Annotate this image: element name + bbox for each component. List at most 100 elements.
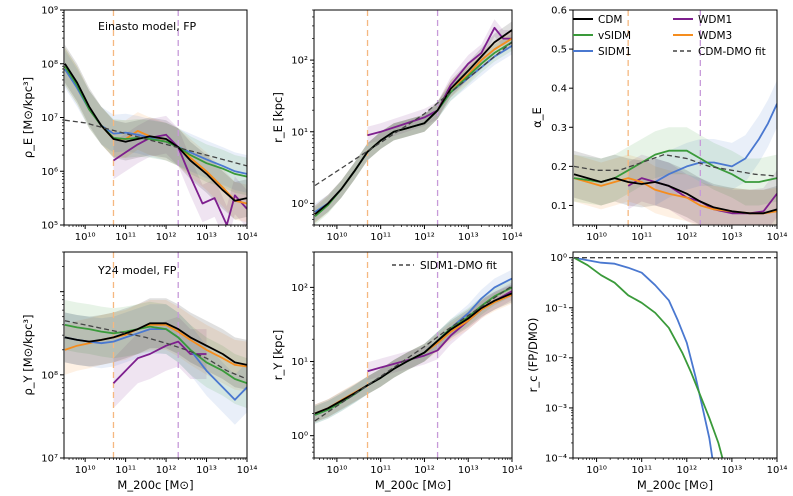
rhoy-xtick-label: 10¹¹ <box>115 465 136 476</box>
re-line-wdm1 <box>367 26 512 137</box>
rhoe-line-cdm <box>64 63 247 202</box>
legend-label-vsidm: vSIDM <box>598 30 631 42</box>
rhoe-xtick-label: 10¹¹ <box>115 232 136 243</box>
re-line-cdm <box>314 29 512 215</box>
rc-ylabel: r_c (FP/DMO) <box>526 318 540 393</box>
panel-r-e: 10¹⁰ 10¹¹ 10¹² 10¹³ 10¹⁴ 10⁰ 10¹ 10² r_E [kpc] <box>271 9 522 243</box>
rhoe-band-vsidm <box>64 47 247 196</box>
ry-band-sidm1 <box>315 269 512 424</box>
rhoe-ylabel: ρ_E [M⊙/kpc³] <box>21 77 35 158</box>
legend-top-right: CDM vSIDM SIDM1 WDM1 WDM3 CDM-DMO fit <box>573 14 766 58</box>
re-ytick-label: 10⁰ <box>291 199 308 210</box>
rc-ytick-label: 10⁻¹ <box>545 303 567 314</box>
rhoy-line-wdm1 <box>112 340 207 384</box>
rhoy-line-vsidm <box>64 324 247 385</box>
ry-xtick-label: 10¹³ <box>458 465 479 476</box>
rc-ytick-label: 10⁻³ <box>545 403 567 414</box>
re-line-cdm-dmo-fit <box>314 41 512 187</box>
panel-r-c: 10¹⁰ 10¹¹ 10¹² 10¹³ 10¹⁴ 10⁻⁴ 10⁻³ 10⁻² 10⁻¹ 10⁰ r… <box>526 251 788 492</box>
alphae-line-cdm-dmo-fit <box>573 153 777 177</box>
rhoy-line-cdm <box>64 322 247 366</box>
re-ytick-label: 10² <box>291 56 308 67</box>
rc-ytick-label: 10⁻² <box>545 353 567 364</box>
alphae-line-cdm <box>573 173 777 215</box>
annotation-y24: Y24 model, FP <box>97 264 177 277</box>
panel-r-y: 10¹⁰ 10¹¹ 10¹² 10¹³ 10¹⁴ 10⁰ 10¹ 10² r_Y [kpc] M_… <box>271 251 523 492</box>
rhoy-plot-area <box>64 252 247 458</box>
legend-mid-center: SIDM1-DMO fit <box>392 260 497 272</box>
rhoy-xtick-label: 10¹⁰ <box>75 465 96 476</box>
rhoy-ylabel: ρ_Y [M⊙/kpc³] <box>21 314 35 395</box>
rhoy-ytick-label: 10⁸ <box>41 370 58 381</box>
alphae-band-vsidm <box>574 127 777 206</box>
rc-xtick-label: 10¹³ <box>722 465 743 476</box>
re-xtick-label: 10¹¹ <box>370 232 391 243</box>
rhoe-line-wdm1 <box>112 133 247 225</box>
rc-xtick-label: 10¹⁰ <box>586 465 607 476</box>
rhoy-xtick-label: 10¹² <box>156 465 177 476</box>
rc-xlabel: M_200c [M⊙] <box>637 478 713 492</box>
re-plot-area <box>314 10 512 225</box>
alphae-ylabel: α_E <box>530 107 544 128</box>
rc-axes-frame <box>572 251 778 459</box>
re-ylabel: r_E [kpc] <box>271 92 285 143</box>
alphae-ytick-label: 0.1 <box>551 201 567 212</box>
ry-axes-frame <box>313 251 513 459</box>
rhoe-ytick-label: 10⁷ <box>41 113 58 124</box>
rhoe-line-cdm-dmo-fit <box>64 119 247 167</box>
rc-xtick-label: 10¹² <box>676 465 697 476</box>
panel-rho-e: 10¹⁰ 10¹¹ 10¹² 10¹³ 10¹⁴ 10⁵ 10⁶ 10⁷ 10⁸ 10⁹ ρ_E [… <box>21 6 257 244</box>
ry-xtick-label: 10¹² <box>414 465 435 476</box>
ry-ytick-label: 10¹ <box>291 357 308 368</box>
rhoy-line-sidm1 <box>64 328 247 401</box>
ry-band-wdm1 <box>367 282 512 381</box>
re-band-wdm1 <box>367 19 512 144</box>
rc-ytick-label: 10⁰ <box>550 253 567 264</box>
re-axes-frame <box>313 9 513 226</box>
rhoy-band-wdm1 <box>113 316 207 409</box>
alphae-band-sidm1 <box>655 80 777 206</box>
alphae-axes-frame <box>572 9 778 226</box>
ry-xtick-label: 10¹⁴ <box>502 465 523 476</box>
alphae-ytick-label: 0.3 <box>551 123 567 134</box>
rhoy-band-wdm3 <box>64 300 247 392</box>
rhoe-band-cdm <box>64 44 247 220</box>
alphae-xtick-label: 10¹¹ <box>631 232 652 243</box>
alphae-xtick-label: 10¹⁰ <box>586 232 607 243</box>
rc-xtick-label: 10¹⁴ <box>767 465 788 476</box>
re-xtick-label: 10¹⁰ <box>327 232 348 243</box>
rhoe-line-vsidm <box>64 65 247 178</box>
re-xtick-label: 10¹² <box>414 232 435 243</box>
rhoe-xtick-label: 10¹⁰ <box>75 232 96 243</box>
rhoy-band-cdm <box>64 298 247 390</box>
alphae-ytick-label: 0.5 <box>551 45 567 56</box>
rc-plot-area <box>573 256 777 458</box>
ry-line-cdm <box>314 292 512 415</box>
alphae-line-sidm1 <box>654 103 777 183</box>
alphae-plot-area <box>573 10 777 225</box>
alphae-xtick-label: 10¹³ <box>722 232 743 243</box>
ry-ytick-label: 10⁰ <box>291 431 308 442</box>
rhoe-xtick-label: 10¹² <box>156 232 177 243</box>
rhoe-xtick-label: 10¹³ <box>196 232 217 243</box>
rhoy-axes-frame <box>63 251 248 459</box>
rhoe-ytick-label: 10⁵ <box>41 221 58 232</box>
rhoe-ytick-label: 10⁸ <box>41 59 58 70</box>
rc-xtick-label: 10¹¹ <box>631 465 652 476</box>
legend-label-wdm1: WDM1 <box>698 14 732 26</box>
panel-rho-y: 10¹⁰ 10¹¹ 10¹² 10¹³ 10¹⁴ 10⁷ 10⁸ ρ_Y [M⊙/kpc³] M… <box>21 251 257 492</box>
rhoy-band-vsidm <box>64 300 247 409</box>
alphae-xtick-label: 10¹² <box>676 232 697 243</box>
alphae-band-wdm1 <box>628 154 777 225</box>
panel-alpha-e: 10¹⁰ 10¹¹ 10¹² 10¹³ 10¹⁴ 0.1 0.2 0.3 0.4 0.5 0.6 α_… <box>530 6 787 244</box>
re-xtick-label: 10¹³ <box>458 232 479 243</box>
rhoy-xtick-label: 10¹³ <box>196 465 217 476</box>
ry-xtick-label: 10¹⁰ <box>327 465 348 476</box>
ry-xtick-label: 10¹¹ <box>370 465 391 476</box>
rhoe-xtick-label: 10¹⁴ <box>237 232 258 243</box>
alphae-xtick-label: 10¹⁴ <box>767 232 788 243</box>
rc-line-sidm1 <box>573 256 714 458</box>
ry-plot-area <box>314 252 512 458</box>
re-ytick-label: 10¹ <box>291 127 308 138</box>
